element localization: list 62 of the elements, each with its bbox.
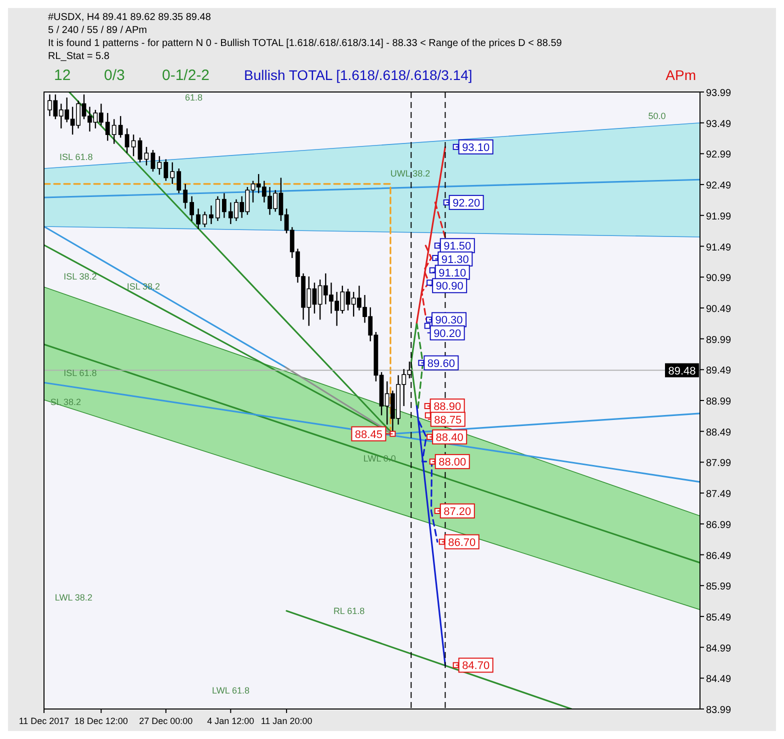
text: APm	[666, 67, 696, 83]
data-label: 88.40	[436, 432, 464, 444]
y-tick-label: 87.49	[706, 489, 732, 500]
annotation: ISL 61.8	[60, 152, 93, 162]
data-label: 87.20	[444, 506, 472, 518]
text: 12	[54, 67, 71, 84]
y-tick-label: 90.49	[706, 304, 732, 315]
data-label: 90.30	[435, 314, 463, 327]
text: 0-1/2-2	[162, 67, 210, 84]
annotation: RL 61.8	[333, 606, 365, 616]
y-tick-label: 87.99	[706, 458, 732, 470]
x-tick-label: 18 Dec 12:00	[74, 716, 128, 726]
chart-subtitle: 5 / 240 / 55 / 89 / APm	[48, 25, 147, 36]
data-label: 89.60	[427, 358, 455, 370]
x-tick-label: 27 Dec 00:00	[139, 716, 193, 726]
data-label: 91.30	[441, 254, 469, 266]
y-tick-label: 91.49	[706, 242, 732, 254]
annotation: UWL 38.2	[390, 168, 430, 179]
y-tick-label: 86.99	[706, 520, 732, 531]
data-label: 91.50	[444, 240, 472, 253]
annotation: LWL 61.8	[212, 686, 250, 696]
data-label: 91.10	[438, 267, 466, 280]
data-label: 88.00	[438, 456, 466, 469]
data-label: 84.70	[462, 660, 490, 672]
data-label: 92.20	[452, 197, 480, 210]
annotation: ISL 61.8	[64, 368, 97, 378]
data-label: 90.90	[436, 280, 464, 293]
y-tick-label: 88.49	[706, 427, 732, 438]
ref-line-label: 89.48	[668, 365, 696, 378]
y-tick-label: 89.49	[706, 366, 732, 377]
y-tick-label: 92.99	[706, 150, 732, 161]
y-tick-label: 85.99	[706, 582, 732, 593]
text: RL_Stat = 5.8	[48, 51, 110, 62]
data-label: 88.45	[354, 428, 382, 441]
text: It is found 1 patterns - for pattern N 0 - Bullish TOTAL [1.618/.618/.618/3.14] - 88.33 < Range of the prices D < 88.59	[48, 38, 562, 49]
text: Bullish TOTAL [1.618/.618/.618/3.14]	[244, 67, 472, 83]
y-tick-label: 93.99	[706, 88, 732, 99]
annotation: 50.0	[648, 111, 666, 122]
chart-title: #USDX, H4 89.41 89.62 89.35 89.48	[48, 12, 212, 23]
y-tick-label: 83.99	[706, 705, 732, 716]
y-tick-label: 84.49	[706, 674, 732, 686]
text: 0/3	[104, 67, 125, 84]
data-label: 90.20	[434, 328, 462, 340]
data-label: 86.70	[448, 536, 476, 549]
y-tick-label: 90.99	[706, 273, 732, 284]
y-tick-label: 86.49	[706, 550, 732, 562]
y-tick-label: 92.49	[706, 180, 732, 192]
x-tick-label: 11 Dec 2017	[18, 716, 70, 726]
x-tick-label: 11 Jan 20:00	[260, 716, 312, 726]
x-tick-label: 4 Jan 12:00	[207, 716, 254, 726]
y-tick-label: 89.99	[706, 334, 732, 346]
annotation: LWL 38.2	[54, 592, 92, 602]
data-label: 88.75	[434, 414, 462, 426]
data-label: 93.10	[462, 142, 490, 154]
y-tick-label: 91.99	[706, 211, 732, 222]
y-tick-label: 84.99	[706, 643, 732, 654]
annotation: 61.8	[184, 92, 203, 103]
y-tick-label: 93.49	[706, 118, 732, 130]
y-tick-label: 85.49	[706, 612, 732, 624]
data-label: 88.90	[434, 401, 462, 414]
y-tick-label: 88.99	[706, 396, 732, 408]
annotation: ISL 38.2	[64, 272, 97, 282]
